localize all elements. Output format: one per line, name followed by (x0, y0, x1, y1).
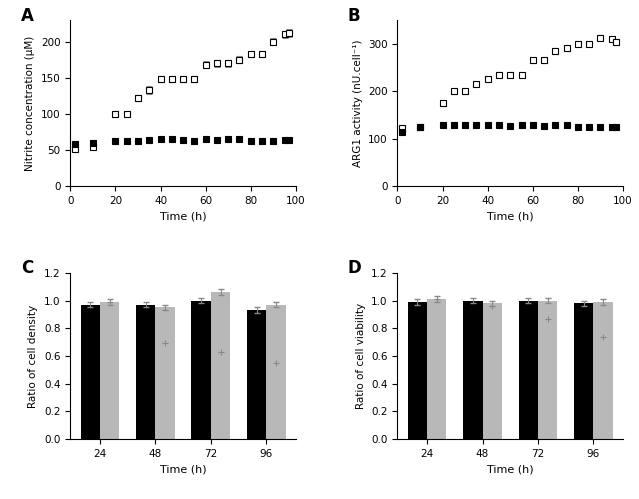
Bar (247, 310, 266, 439)
X-axis label: Time (h): Time (h) (487, 465, 534, 475)
Bar (136, 305, 155, 439)
Bar (408, 302, 427, 439)
Bar (81, 305, 100, 439)
Y-axis label: Ratio of cell density: Ratio of cell density (28, 304, 38, 408)
Bar (518, 300, 538, 439)
Text: B: B (348, 6, 360, 24)
Y-axis label: ARG1 activity (nU.cell⁻¹): ARG1 activity (nU.cell⁻¹) (353, 39, 362, 167)
X-axis label: Time (h): Time (h) (487, 212, 534, 222)
Bar (100, 302, 119, 439)
Bar (463, 300, 482, 439)
Bar (427, 299, 447, 439)
Bar (211, 292, 230, 439)
Bar (538, 300, 557, 439)
Text: C: C (20, 259, 33, 277)
Bar (574, 303, 594, 439)
Text: A: A (20, 6, 33, 24)
X-axis label: Time (h): Time (h) (160, 465, 206, 475)
Bar (155, 307, 175, 439)
Bar (192, 300, 211, 439)
Text: D: D (348, 259, 362, 277)
Y-axis label: Ratio of cell viability: Ratio of cell viability (355, 303, 366, 409)
Bar (266, 305, 286, 439)
Bar (482, 303, 502, 439)
Y-axis label: Nitrite concentration (μM): Nitrite concentration (μM) (26, 35, 35, 171)
X-axis label: Time (h): Time (h) (160, 212, 206, 222)
Bar (594, 302, 613, 439)
